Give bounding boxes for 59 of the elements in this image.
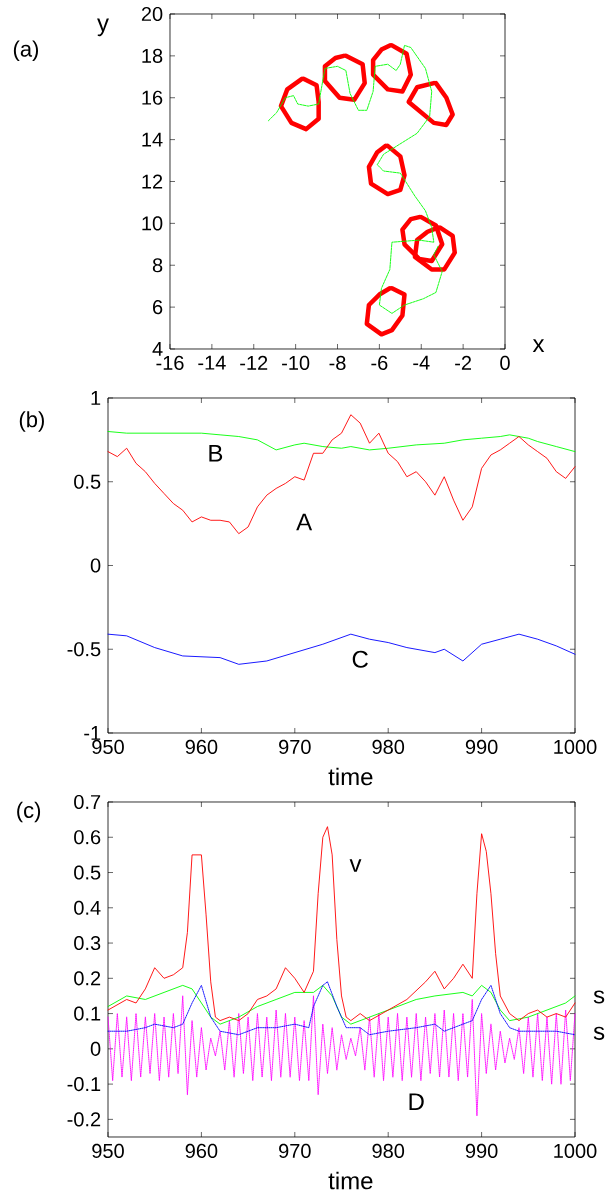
text: (b) [19,411,45,432]
series-label: D [409,1093,424,1110]
x-tick-label: -8 [329,355,346,371]
x-tick-label: 960 [185,739,218,755]
series-label: s [593,990,605,1004]
x-tick-label: -6 [371,355,388,371]
series-label: v [349,859,362,872]
y-tick-label: 4 [152,342,163,356]
y-tick-label: 0.2 [74,971,101,986]
chart-title: (c) [17,801,41,823]
x-tick-label: -4 [413,355,430,370]
y-tick-label: 20 [142,6,163,22]
x-axis-title: time [328,767,373,786]
x-tick-label: 980 [372,1143,405,1159]
y-axis-title: y [97,18,110,37]
x-tick-label: 0 [500,355,510,371]
y-tick-label: 0.5 [74,474,101,489]
series-label: A [296,513,313,531]
series-label: s [593,1026,605,1040]
y-tick-label: 18 [142,48,163,63]
x-tick-label: -16 [156,355,184,371]
series-label: C [352,650,369,668]
y-tick-label: 1 [91,391,101,405]
y-tick-label: 10 [142,216,163,231]
y-tick-label: 0.5 [74,865,101,880]
y-tick-label: 0.4 [74,900,101,915]
y-tick-label: 16 [142,90,163,105]
y-tick-label: 8 [153,258,163,273]
y-tick-label: 0.6 [74,830,101,845]
y-tick-label: 6 [153,300,163,315]
x-tick-label: 970 [279,739,311,755]
y-tick-label: -1 [84,726,101,740]
y-tick-label: -0.5 [67,642,101,657]
x-tick-label: 1000 [554,1143,597,1159]
x-tick-label: -12 [240,355,268,370]
text: (a) [14,40,39,62]
x-axis-title: x [532,339,545,352]
y-tick-label: 12 [142,174,163,189]
x-tick-label: 960 [185,1143,218,1159]
y-tick-label: 0.7 [74,794,101,810]
x-tick-label: 990 [465,1143,498,1159]
x-tick-label: 990 [465,739,498,755]
y-tick-label: 0 [90,558,101,573]
x-tick-label: 1000 [554,739,597,755]
x-tick-label: 950 [92,739,125,755]
x-tick-label: -2 [455,355,472,370]
x-tick-label: 970 [279,1143,311,1159]
y-tick-label: 0.3 [74,935,101,951]
x-tick-label: -10 [282,355,310,371]
y-tick-label: -0.1 [67,1077,101,1092]
series-label: B [209,445,223,462]
y-tick-label: 0.1 [74,1006,101,1021]
x-axis-title: time [328,1171,373,1190]
y-tick-label: 0 [90,1041,101,1056]
y-tick-label: -0.2 [67,1112,101,1127]
x-tick-label: -14 [198,355,226,370]
x-tick-label: 980 [372,739,405,755]
y-tick-label: 14 [142,132,163,147]
x-tick-label: 950 [92,1143,125,1159]
